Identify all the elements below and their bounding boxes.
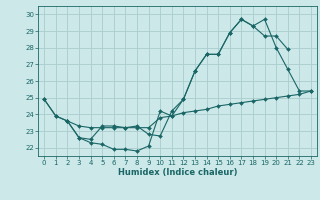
X-axis label: Humidex (Indice chaleur): Humidex (Indice chaleur) <box>118 168 237 177</box>
